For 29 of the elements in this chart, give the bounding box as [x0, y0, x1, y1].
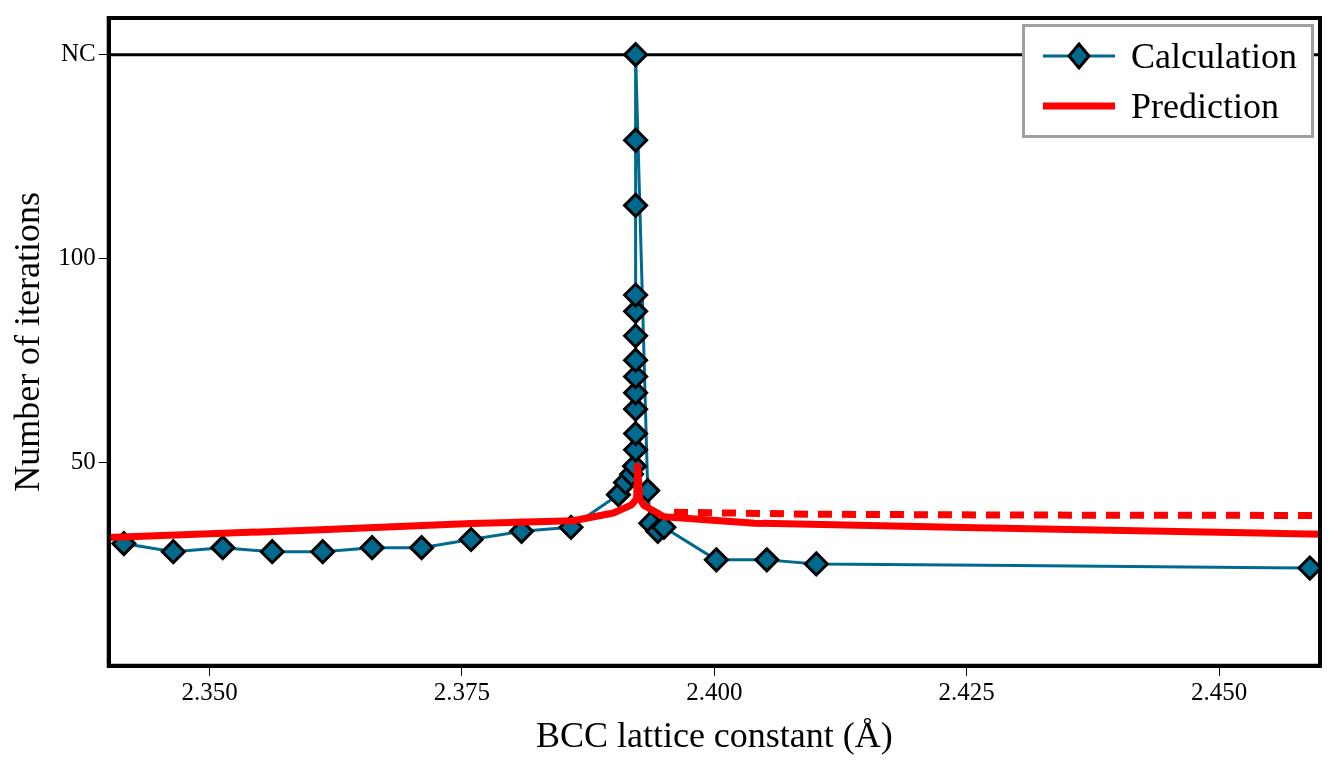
point: [623, 323, 649, 349]
legend-label: Prediction: [1131, 85, 1279, 128]
point: [623, 282, 649, 308]
x-tick-label: 2.400: [686, 678, 743, 706]
point: [259, 539, 285, 565]
y-tick-label: 100: [58, 242, 96, 270]
point: [458, 527, 484, 552]
x-tick-label: 2.425: [938, 678, 995, 706]
point: [210, 535, 236, 561]
point: [623, 192, 649, 218]
point: [803, 551, 829, 577]
point: [310, 539, 336, 565]
legend-label: Calculation: [1131, 35, 1297, 78]
point: [754, 547, 780, 573]
x-axis-title: BCC lattice constant (Å): [535, 714, 893, 755]
y-tick-label: NC: [60, 39, 96, 67]
x-tick-label: 2.350: [181, 678, 238, 706]
point: [623, 421, 649, 447]
point: [359, 535, 385, 561]
point: [623, 347, 649, 373]
y-tick-label: 50: [70, 446, 96, 474]
y-axis-title: Number of iterations: [7, 191, 48, 492]
point: [160, 539, 186, 565]
point: [623, 127, 649, 153]
point: [409, 535, 435, 561]
point: [703, 547, 729, 573]
x-tick-label: 2.375: [433, 678, 491, 706]
point: [623, 42, 649, 68]
x-tick-label: 2.450: [1190, 678, 1248, 706]
